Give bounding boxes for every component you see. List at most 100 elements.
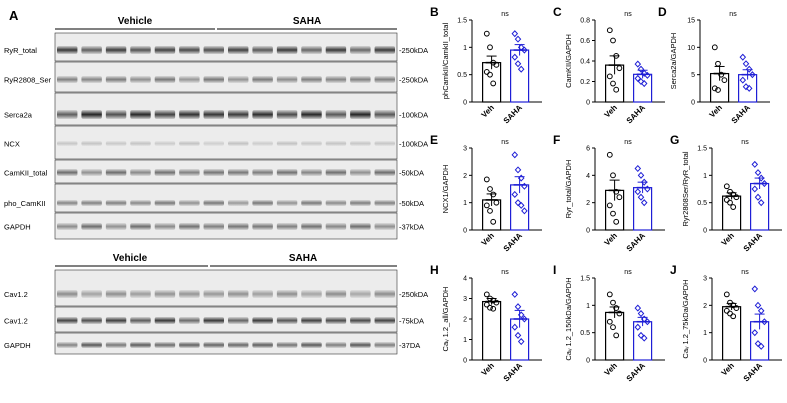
blot-band bbox=[154, 290, 176, 298]
chart-panel-d: D 0 5 10 15 Serca2a/GAPDH Veh SAHA ns bbox=[658, 5, 770, 125]
saha-group-label-top: SAHA bbox=[293, 16, 321, 27]
blot-band bbox=[276, 169, 298, 176]
blot-band bbox=[57, 110, 78, 119]
data-point bbox=[727, 299, 733, 306]
y-tick-label: 1 bbox=[463, 337, 467, 344]
data-point bbox=[640, 69, 648, 77]
data-point bbox=[640, 80, 648, 88]
chart-panel-f: F 0 2 4 6 Ryr_total/GAPDH Veh SAHA ns bbox=[553, 133, 665, 253]
panel-letter: C bbox=[553, 5, 562, 19]
data-point bbox=[610, 172, 616, 179]
blot-band bbox=[130, 169, 151, 176]
x-tick-label-veh: Veh bbox=[720, 361, 737, 378]
blot-band bbox=[228, 46, 249, 54]
blot-strip-bottom-2: GAPDH -37DA bbox=[4, 332, 420, 355]
y-tick-label: 0.4 bbox=[580, 59, 590, 66]
blot-row-label: pho_CamKII bbox=[4, 199, 46, 208]
data-point bbox=[754, 193, 762, 201]
blot-row-label: RyR_total bbox=[4, 46, 37, 55]
blot-band bbox=[301, 223, 322, 230]
blot-band bbox=[57, 76, 78, 83]
molecular-weight-marker: -50kDA bbox=[399, 199, 424, 208]
panel-letter: B bbox=[430, 5, 439, 19]
significance-label: ns bbox=[624, 269, 632, 276]
blot-band bbox=[154, 223, 176, 230]
blot-row-label: NCX bbox=[4, 140, 20, 149]
data-point bbox=[718, 71, 725, 78]
data-point bbox=[511, 190, 519, 199]
blot-band bbox=[57, 342, 78, 348]
blot-band bbox=[203, 46, 224, 54]
blot-row-label: Cav1.2 bbox=[4, 290, 28, 299]
vehicle-group-label-top: Vehicle bbox=[118, 16, 153, 27]
y-tick-label: 1 bbox=[703, 330, 707, 337]
data-point bbox=[616, 194, 623, 201]
data-point bbox=[613, 218, 620, 225]
blot-band bbox=[350, 342, 371, 348]
x-tick-label-saha: SAHA bbox=[742, 361, 765, 384]
western-blot-panel: A Vehicle SAHA RyR_total -250kDARyR2808_S… bbox=[4, 8, 428, 355]
y-tick-label: 2 bbox=[703, 303, 707, 310]
data-point bbox=[745, 84, 753, 92]
x-tick-label-veh: Veh bbox=[603, 231, 620, 248]
data-point bbox=[715, 87, 721, 93]
y-tick-label: 0.5 bbox=[457, 72, 467, 79]
chart-panel-e: E 0 1 2 3 NCX1/GAPDH Veh SAHA ns bbox=[430, 133, 542, 253]
data-point bbox=[739, 76, 747, 84]
blot-band bbox=[301, 290, 322, 298]
blot-band bbox=[301, 200, 322, 206]
y-axis-label: Ryr_total/GAPDH bbox=[564, 160, 573, 219]
blot-band bbox=[325, 317, 347, 324]
x-tick-label-veh: Veh bbox=[720, 231, 737, 248]
blot-band bbox=[252, 169, 273, 176]
x-tick-label-veh: Veh bbox=[480, 361, 497, 378]
data-point bbox=[640, 178, 648, 186]
blot-band bbox=[81, 200, 102, 206]
data-point bbox=[511, 53, 519, 61]
data-point bbox=[634, 60, 642, 68]
y-tick-label: 0.2 bbox=[580, 79, 590, 86]
chart-panel-c: C 0 0.2 0.4 0.6 0.8 CamKII/GAPDH Veh SAHA ns bbox=[553, 5, 665, 125]
y-tick-label: 1 bbox=[586, 303, 590, 310]
y-tick-label: 3 bbox=[703, 276, 707, 283]
blot-band bbox=[252, 46, 273, 54]
blot-band bbox=[179, 290, 200, 298]
data-point bbox=[616, 65, 623, 72]
y-tick-label: 0 bbox=[703, 358, 707, 365]
data-point bbox=[742, 83, 750, 91]
data-point bbox=[733, 194, 740, 201]
data-point bbox=[733, 305, 740, 311]
data-point bbox=[613, 86, 620, 93]
blot-band bbox=[179, 110, 200, 119]
data-point bbox=[637, 193, 645, 201]
blot-band bbox=[325, 141, 347, 146]
blot-band bbox=[325, 76, 347, 83]
data-point bbox=[721, 77, 728, 84]
significance-label: ns bbox=[501, 139, 509, 146]
blot-band bbox=[374, 200, 395, 206]
blot-band bbox=[301, 317, 322, 324]
data-point bbox=[606, 151, 613, 158]
data-point bbox=[487, 186, 493, 192]
blot-band bbox=[301, 141, 322, 146]
data-point bbox=[742, 60, 750, 68]
data-point bbox=[761, 318, 768, 326]
data-point bbox=[723, 291, 730, 298]
blot-band bbox=[130, 141, 151, 146]
data-point bbox=[490, 191, 497, 198]
blot-band bbox=[350, 46, 371, 54]
blot-band bbox=[130, 290, 151, 298]
x-tick-label-veh: Veh bbox=[480, 103, 497, 120]
data-point bbox=[606, 27, 613, 34]
blot-band bbox=[374, 141, 395, 146]
data-point bbox=[490, 218, 497, 225]
bar-saha bbox=[632, 73, 653, 103]
blot-band bbox=[301, 169, 322, 176]
data-point bbox=[487, 71, 493, 78]
panel-letter: H bbox=[430, 263, 439, 277]
panel-letter: D bbox=[658, 5, 667, 19]
data-point bbox=[745, 65, 753, 73]
data-point bbox=[751, 285, 759, 293]
significance-label: ns bbox=[624, 139, 632, 146]
